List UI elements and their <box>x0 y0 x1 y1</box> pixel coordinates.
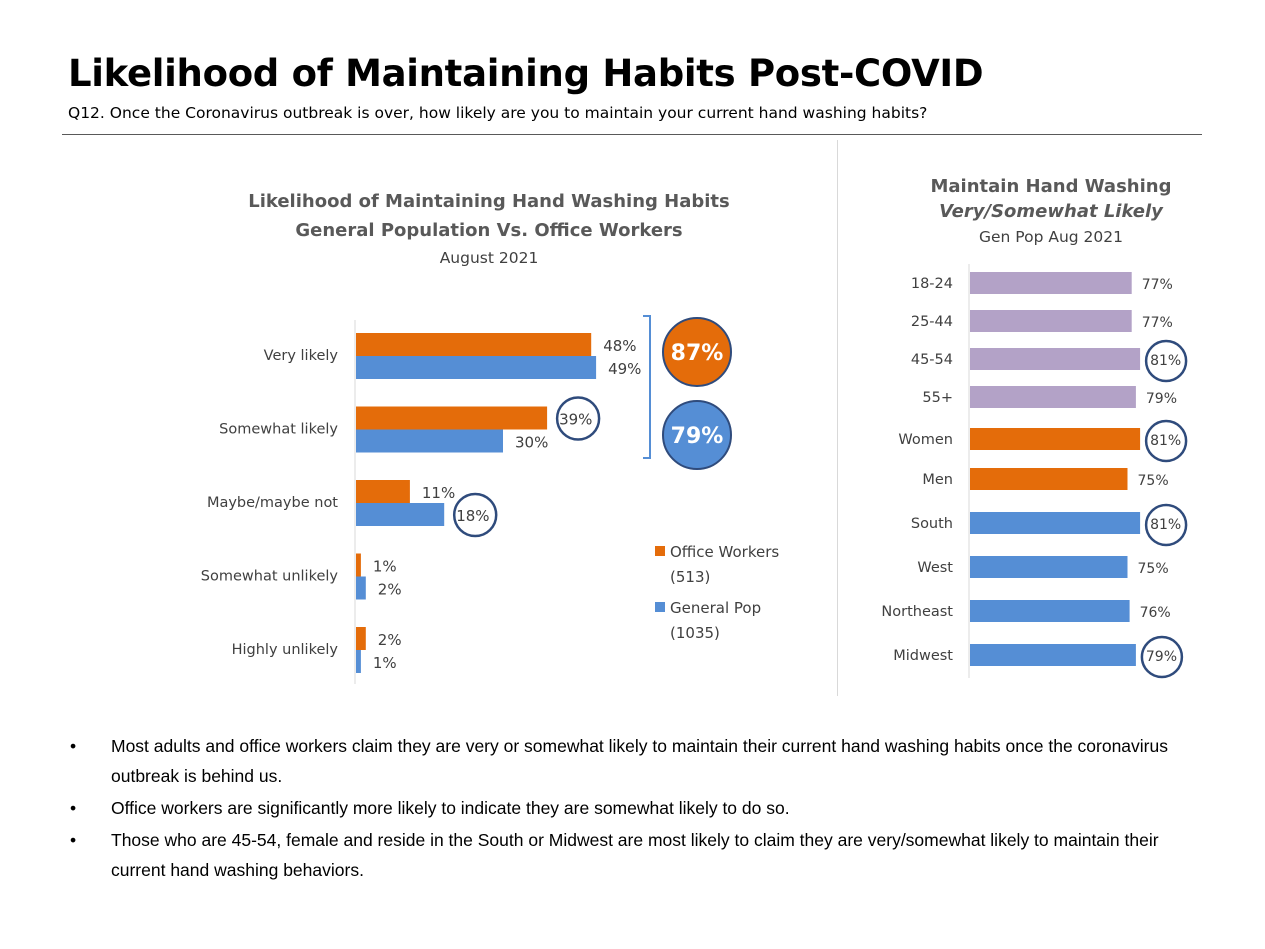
bar-gen-pop <box>970 386 1136 408</box>
legend-swatch <box>655 546 665 556</box>
summary-bubble <box>662 400 732 470</box>
bar-office-workers <box>356 553 361 577</box>
bar-gen-pop <box>970 512 1141 534</box>
bar-value-label: 2% <box>378 631 402 649</box>
category-label: Midwest <box>893 648 953 664</box>
bar-gen-pop <box>970 644 1136 666</box>
category-label: 25-44 <box>911 314 953 330</box>
bar-value-label: 77% <box>1142 277 1173 293</box>
legend-sample-size: (1035) <box>670 624 720 642</box>
category-label: Highly unlikely <box>232 642 339 658</box>
page-subtitle: Q12. Once the Coronavirus outbreak is ov… <box>68 104 928 122</box>
finding-item: • Most adults and office workers claim th… <box>66 731 1196 791</box>
bar-value-label: 76% <box>1140 605 1171 621</box>
category-label: 45-54 <box>911 352 953 368</box>
bar-gen-pop <box>970 556 1128 578</box>
bar-value-label: 79% <box>1146 391 1177 407</box>
highlight-circle <box>555 396 601 441</box>
legend-sample-size: (513) <box>670 568 710 586</box>
category-label: West <box>917 560 953 576</box>
bar-gen-pop <box>970 428 1141 450</box>
finding-item: • Office workers are significantly more l… <box>66 793 1196 823</box>
bar-office-workers <box>356 627 366 650</box>
highlight-circle <box>1144 503 1188 547</box>
bar-gen-pop <box>970 468 1128 490</box>
left-chart-title-line2: General Population Vs. Office Workers <box>295 220 682 241</box>
bar-value-label: 81% <box>1150 433 1181 449</box>
category-label: South <box>911 516 953 532</box>
panel-divider <box>837 140 838 696</box>
left-chart-title: Likelihood of Maintaining Hand Washing H… <box>248 191 730 212</box>
legend-swatch <box>655 602 665 612</box>
bar-value-label: 11% <box>422 484 455 502</box>
bar-value-label: 30% <box>515 434 548 452</box>
bar-office-workers <box>356 333 592 356</box>
highlight-circle <box>1140 635 1184 679</box>
bar-value-label: 77% <box>1142 315 1173 331</box>
category-label: Maybe/maybe not <box>207 495 338 511</box>
bar-office-workers <box>356 406 548 430</box>
highlight-circle <box>1144 339 1188 383</box>
page-title: Likelihood of Maintaining Habits Post-CO… <box>68 52 984 95</box>
category-label: Very likely <box>264 348 339 364</box>
bar-value-label: 1% <box>373 558 397 576</box>
bullet-dot: • <box>70 736 77 756</box>
bar-value-label: 18% <box>456 507 489 525</box>
legend-label: General Pop <box>670 599 761 617</box>
bar-value-label: 75% <box>1138 561 1169 577</box>
bar-general-pop <box>356 576 366 600</box>
category-label: Somewhat likely <box>219 422 338 438</box>
bar-gen-pop <box>970 600 1130 622</box>
right-chart-subtitle: Gen Pop Aug 2021 <box>979 228 1123 246</box>
legend-label: Office Workers <box>670 543 779 561</box>
bar-value-label: 39% <box>559 411 592 429</box>
bullet-dot: • <box>70 798 77 818</box>
bullet-dot: • <box>70 830 77 850</box>
summary-bubble-label: 87% <box>671 341 724 366</box>
category-label: Women <box>898 432 953 448</box>
title-divider <box>62 134 1202 135</box>
bar-gen-pop <box>970 348 1141 370</box>
bar-general-pop <box>356 429 503 453</box>
right-chart-title-line2: Very/Somewhat Likely <box>939 201 1164 222</box>
bar-office-workers <box>356 480 410 503</box>
right-chart-title: Maintain Hand Washing <box>931 176 1172 197</box>
category-label: 55+ <box>922 390 953 406</box>
bar-value-label: 49% <box>608 360 641 378</box>
bar-value-label: 1% <box>373 654 397 672</box>
left-chart-subtitle: August 2021 <box>440 249 539 267</box>
right-chart: Maintain Hand Washing Very/Somewhat Like… <box>881 176 1188 679</box>
category-label: Men <box>922 472 953 488</box>
left-chart: Likelihood of Maintaining Hand Washing H… <box>201 191 779 684</box>
finding-text: Most adults and office workers claim the… <box>111 736 1168 786</box>
bar-gen-pop <box>970 310 1132 332</box>
bar-general-pop <box>356 503 445 526</box>
highlight-circle <box>452 492 498 538</box>
bar-general-pop <box>356 356 597 379</box>
finding-item: • Those who are 45-54, female and reside … <box>66 825 1196 885</box>
finding-text: Office workers are significantly more li… <box>111 798 790 818</box>
key-findings-list: • Most adults and office workers claim th… <box>66 731 1196 887</box>
bar-value-label: 2% <box>378 581 402 599</box>
bar-value-label: 48% <box>603 337 636 355</box>
summary-bubble <box>662 317 732 387</box>
highlight-circle <box>1144 419 1188 463</box>
bar-value-label: 81% <box>1150 353 1181 369</box>
finding-text: Those who are 45-54, female and reside i… <box>111 830 1159 880</box>
category-label: Somewhat unlikely <box>201 569 339 585</box>
category-label: 18-24 <box>911 276 953 292</box>
bar-value-label: 75% <box>1138 473 1169 489</box>
summary-bubble-label: 79% <box>671 424 724 449</box>
category-label: Northeast <box>881 604 953 620</box>
bar-value-label: 79% <box>1146 649 1177 665</box>
bar-value-label: 81% <box>1150 517 1181 533</box>
bar-general-pop <box>356 650 361 673</box>
top-two-bracket <box>643 315 651 459</box>
bar-gen-pop <box>970 272 1132 294</box>
